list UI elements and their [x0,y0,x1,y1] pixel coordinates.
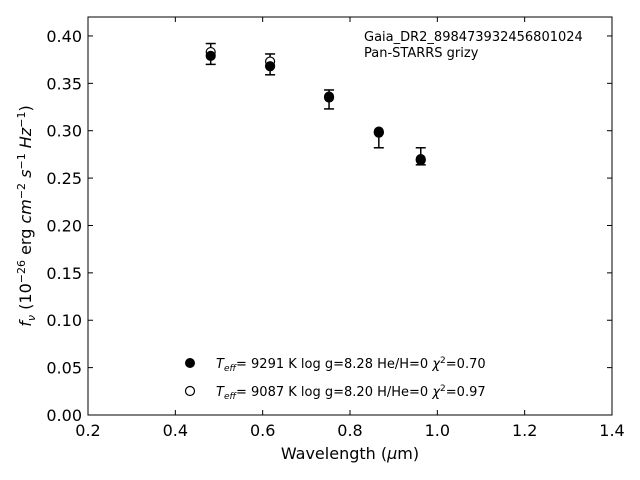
y-tick-label: 0.25 [46,169,82,188]
legend-chi2: =0.70 [446,357,486,372]
legend-text-2: Teff= 9087 K log g=8.20 H/He=0 χ2=0.97 [216,384,486,402]
legend-chi2: =0.97 [446,385,486,400]
y-tick-label: 0.30 [46,122,82,141]
x-axis-label-unit: m) [397,444,419,463]
legend-teff-value: 9291 K [251,357,297,372]
legend-teff-sub: eff [224,364,238,374]
model-point-filled [205,50,216,61]
legend-teff-sub: eff [224,392,238,402]
legend-marker-filled [185,358,195,368]
legend-logg: log g=8.28 [301,357,373,372]
legend-chi-symbol: χ [431,385,441,400]
x-tick-label: 1.2 [512,421,537,440]
y-tick-label: 0.10 [46,311,82,330]
legend-chi-sup: 2 [440,356,446,366]
legend-comp: He/H=0 [377,357,428,372]
legend-teff-symbol: T [216,357,225,372]
x-tick-label: 0.8 [337,421,362,440]
model-point-filled [323,92,335,103]
ticks-layer: 0.2 0.4 0.6 0.8 1.0 1.2 1.4 0.00 0.05 0.10 0.15 0.2… [46,17,625,440]
x-tick-label: 0.6 [250,421,275,440]
legend-eq: = [236,357,251,372]
y-tick-label: 0.40 [46,27,82,46]
legend-marker-open [184,385,196,397]
legend-entry-2: Teff= 9087 K log g=8.20 H/He=0 χ2=0.97 [184,384,486,402]
legend-eq: = [236,385,251,400]
legend-teff-value: 9087 K [251,385,297,400]
errorbars-layer [205,42,426,166]
y-tick-label: 0.35 [46,74,82,93]
legend: Teff= 9291 K log g=8.28 He/H=0 χ2=0.70 T… [184,356,486,402]
annotation: Gaia_DR2_898473932456801024 Pan-STARRS g… [364,30,583,61]
legend-text-1: Teff= 9291 K log g=8.28 He/H=0 χ2=0.70 [216,356,486,374]
plot-frame [87,16,613,416]
x-axis-label: Wavelength (μm) [281,444,419,463]
x-tick-label: 0.4 [163,421,188,440]
annotation-line-2: Pan-STARRS grizy [364,46,479,61]
legend-entry-1: Teff= 9291 K log g=8.28 He/H=0 χ2=0.70 [185,356,486,374]
legend-logg: log g=8.20 [301,385,373,400]
legend-teff-symbol: T [216,385,225,400]
y-axis-label: fν (10−26 erg cm−2 s−1 Hz−1) [15,105,38,326]
x-tick-label: 1.4 [599,421,624,440]
legend-chi-symbol: χ [431,357,441,372]
y-tick-label: 0.00 [46,406,82,425]
model-point-filled [373,127,384,138]
annotation-line-1: Gaia_DR2_898473932456801024 [364,30,583,45]
legend-comp: H/He=0 [377,385,428,400]
x-tick-label: 1.0 [425,421,450,440]
y-tick-label: 0.05 [46,359,82,378]
y-tick-label: 0.15 [46,264,82,283]
x-tick-label: 0.2 [75,421,100,440]
model-point-filled [264,61,276,72]
model-point-filled [415,154,426,166]
x-axis-label-main: Wavelength ( [281,444,387,463]
y-tick-label: 0.20 [46,216,82,235]
x-axis-label-mu: μ [386,444,397,463]
legend-chi-sup: 2 [440,384,446,394]
points-layer [205,46,426,166]
